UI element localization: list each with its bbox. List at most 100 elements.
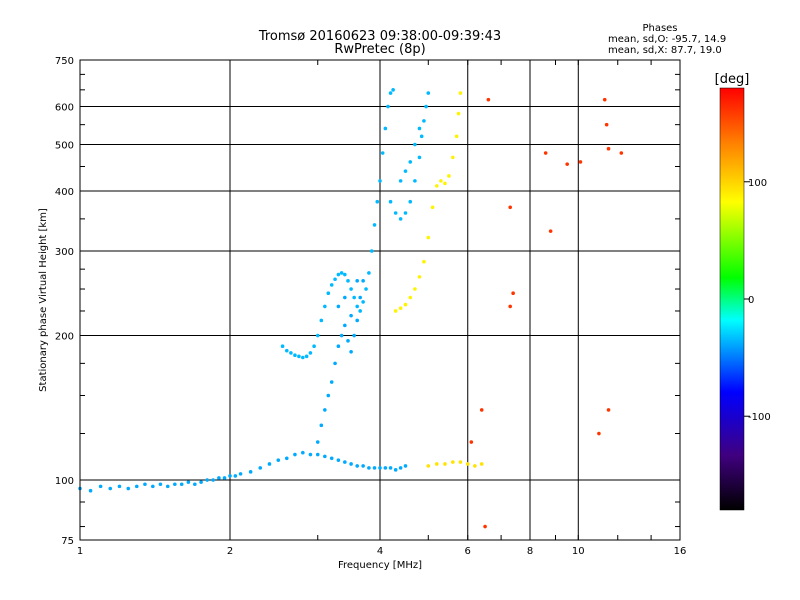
data-point	[179, 482, 184, 487]
data-point	[378, 179, 382, 183]
data-point	[343, 460, 347, 464]
data-point	[323, 304, 327, 309]
data-point	[606, 408, 611, 412]
data-point	[352, 295, 356, 300]
data-point	[228, 474, 232, 478]
data-point	[193, 482, 197, 487]
data-point	[417, 155, 422, 160]
data-point	[367, 271, 371, 275]
data-point	[284, 348, 289, 353]
data-point	[301, 355, 305, 360]
data-point	[417, 275, 422, 279]
data-point	[456, 111, 461, 116]
data-point	[304, 354, 309, 359]
data-point	[158, 482, 163, 487]
data-point	[424, 104, 428, 109]
data-point	[336, 458, 341, 462]
data-point	[333, 277, 337, 282]
data-point	[508, 205, 512, 210]
data-point	[403, 464, 408, 468]
data-point	[349, 287, 353, 291]
colorbar-ticks: 100 0 -100	[744, 178, 771, 423]
data-point	[403, 302, 408, 307]
data-point	[352, 333, 356, 338]
data-point	[486, 97, 491, 102]
data-point	[326, 291, 331, 296]
colorbar-label: [deg]	[715, 72, 750, 87]
y-tick-label: 300	[55, 247, 74, 258]
data-point	[315, 452, 320, 457]
data-point	[88, 488, 93, 493]
data-point	[143, 482, 147, 487]
data-point	[349, 462, 353, 466]
data-point	[336, 304, 341, 309]
data-point	[173, 482, 177, 487]
data-point	[211, 478, 215, 482]
data-points	[78, 88, 624, 529]
data-point	[319, 423, 324, 428]
x-tick-label: 4	[377, 546, 383, 557]
data-point	[439, 179, 443, 183]
data-point	[312, 344, 316, 349]
data-point	[606, 146, 611, 151]
data-point	[308, 351, 313, 355]
data-point	[186, 480, 191, 484]
data-point	[248, 470, 253, 474]
data-point	[393, 211, 398, 215]
data-point	[361, 300, 365, 304]
data-point	[199, 480, 203, 484]
data-point	[443, 181, 447, 186]
data-point	[343, 295, 347, 300]
data-point	[388, 91, 393, 95]
data-point	[434, 462, 439, 466]
data-point	[364, 287, 368, 291]
data-point	[398, 466, 403, 470]
data-point	[511, 291, 515, 296]
data-point	[343, 272, 347, 277]
data-point	[108, 486, 113, 491]
x-axis-label: Frequency [MHz]	[338, 560, 422, 571]
data-point	[398, 179, 403, 183]
data-point	[151, 484, 155, 489]
data-point	[388, 466, 393, 470]
x-tick-label: 16	[674, 546, 687, 557]
data-point	[349, 349, 353, 354]
data-point	[346, 339, 350, 343]
data-point	[355, 464, 359, 468]
data-point	[380, 151, 385, 155]
data-point	[508, 304, 512, 309]
data-point	[361, 464, 365, 468]
data-point	[346, 279, 350, 283]
data-point	[413, 142, 417, 147]
data-point	[355, 318, 359, 323]
data-point	[454, 134, 459, 139]
data-point	[301, 450, 305, 455]
data-point	[383, 126, 388, 131]
x-tick-label: 10	[572, 546, 585, 557]
data-point	[293, 353, 297, 357]
data-point	[443, 462, 447, 466]
x-tick-label: 2	[227, 546, 233, 557]
axis-ticks: 1 2 4 6 8 10 16 75 100 200 300 400 500 600 750	[55, 56, 686, 557]
y-tick-label: 400	[55, 187, 74, 198]
colorbar-tick-label: -100	[748, 412, 771, 423]
data-point	[336, 272, 341, 277]
phases-o-stats: mean, sd,O: -95.7, 14.9	[608, 34, 726, 45]
data-point	[361, 279, 365, 283]
data-point	[604, 122, 609, 127]
data-point	[333, 361, 337, 366]
data-point	[447, 174, 451, 178]
colorbar-tick-label: 0	[748, 295, 754, 306]
data-point	[434, 184, 439, 188]
chart-subtitle: RwPretec (8p)	[334, 42, 425, 57]
data-point	[339, 271, 344, 275]
x-tick-label: 6	[465, 546, 471, 557]
data-point	[408, 295, 413, 300]
y-tick-label: 750	[55, 56, 74, 67]
data-point	[372, 466, 377, 470]
data-point	[355, 279, 359, 283]
y-axis-label: Stationary phase Virtual Height [km]	[38, 208, 49, 392]
data-point	[398, 306, 403, 311]
data-point	[217, 476, 221, 480]
data-point	[451, 460, 455, 464]
